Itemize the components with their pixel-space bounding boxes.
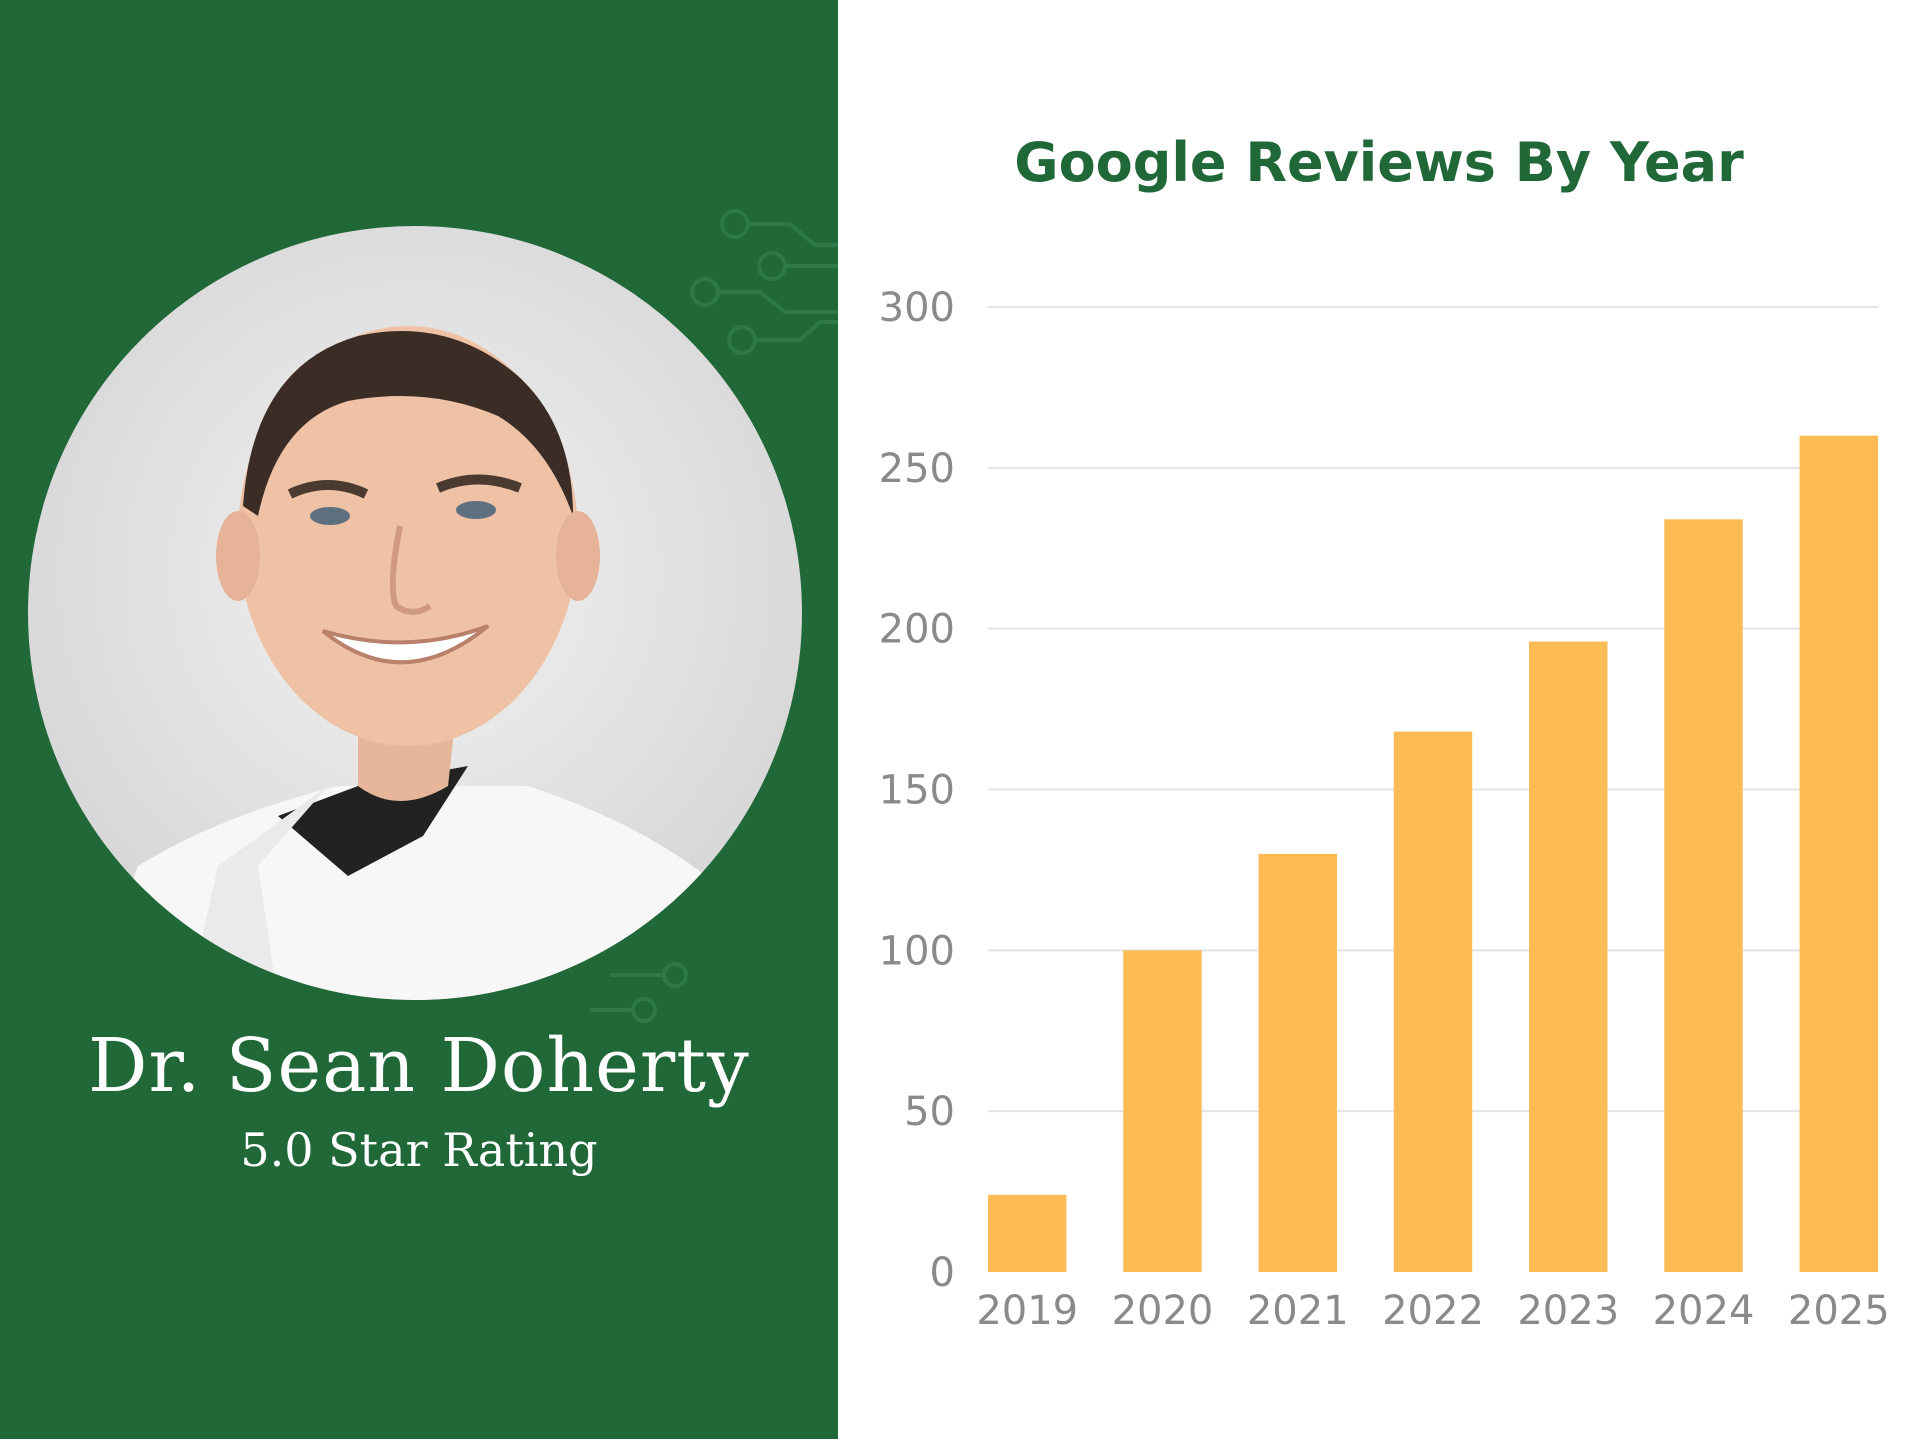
bar-2025 (1799, 435, 1878, 1273)
chart-title: Google Reviews By Year (1014, 131, 1744, 194)
x-tick-label: 2019 (976, 1288, 1078, 1334)
x-tick-label: 2023 (1517, 1288, 1619, 1334)
bar-2024 (1664, 519, 1743, 1272)
x-tick-label: 2021 (1247, 1288, 1349, 1334)
x-tick-label: 2022 (1382, 1288, 1484, 1334)
bar-2022 (1393, 731, 1473, 1272)
x-tick-label: 2024 (1653, 1288, 1755, 1334)
y-tick-label: 0 (930, 1250, 955, 1296)
bar-2021 (1258, 853, 1337, 1272)
y-tick-label: 300 (879, 285, 955, 331)
bar-2020 (1123, 950, 1202, 1272)
x-tick-label: 2020 (1112, 1288, 1214, 1334)
y-tick-label: 250 (879, 446, 955, 492)
y-tick-label: 200 (879, 607, 955, 653)
y-tick-label: 100 (879, 928, 955, 974)
y-axis-ticks: 0 50 100 150 200 250 300 (879, 285, 955, 1296)
star-rating-text: 5.0 Star Rating (240, 1123, 598, 1177)
grid-lines (988, 306, 1878, 1113)
x-axis-ticks: 2019 2020 2021 2022 2023 2024 2025 (976, 1288, 1889, 1334)
doctor-portrait (28, 226, 802, 1000)
bar-2023 (1529, 641, 1608, 1272)
circuit-decoration (590, 209, 838, 1023)
bars (988, 435, 1878, 1273)
y-tick-label: 50 (904, 1089, 955, 1135)
x-tick-label: 2025 (1788, 1288, 1890, 1334)
bar-2019 (988, 1194, 1067, 1272)
profile-panel: Dr. Sean Doherty 5.0 Star Rating (0, 0, 838, 1439)
doctor-name: Dr. Sean Doherty (88, 1023, 750, 1109)
y-tick-label: 150 (879, 768, 955, 814)
